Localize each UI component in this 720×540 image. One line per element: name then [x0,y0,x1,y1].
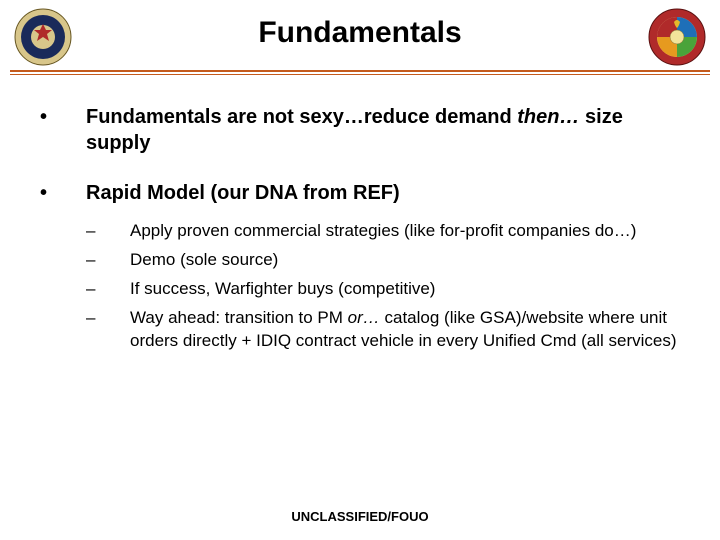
sub-bullet-item: – If success, Warfighter buys (competiti… [86,278,680,301]
bullet-item: • Fundamentals are not sexy…reduce deman… [40,104,680,156]
sub-bullet-marker: – [86,249,130,272]
bullet-text: Fundamentals are not sexy…reduce demand … [86,104,680,156]
sub-bullet-list: – Apply proven commercial strategies (li… [86,220,680,353]
sub-bullet-item: – Demo (sole source) [86,249,680,272]
slide-header: Fundamentals [0,0,720,78]
bullet-marker: • [40,180,86,206]
header-rule [10,70,710,75]
slide-title: Fundamentals [0,16,720,50]
bullet-marker: • [40,104,86,156]
sub-bullet-text: Way ahead: transition to PM or… catalog … [130,307,680,353]
sub-bullet-text: If success, Warfighter buys (competitive… [130,278,435,301]
bullet-text: Rapid Model (our DNA from REF) [86,180,400,206]
sub-bullet-marker: – [86,307,130,353]
bullet-item: • Rapid Model (our DNA from REF) [40,180,680,206]
sub-bullet-text: Apply proven commercial strategies (like… [130,220,636,243]
sub-bullet-item: – Way ahead: transition to PM or… catalo… [86,307,680,353]
sub-bullet-marker: – [86,220,130,243]
sub-bullet-text: Demo (sole source) [130,249,278,272]
sub-bullet-item: – Apply proven commercial strategies (li… [86,220,680,243]
sub-bullet-marker: – [86,278,130,301]
slide-body: • Fundamentals are not sexy…reduce deman… [0,78,720,353]
classification-footer: UNCLASSIFIED/FOUO [0,509,720,524]
